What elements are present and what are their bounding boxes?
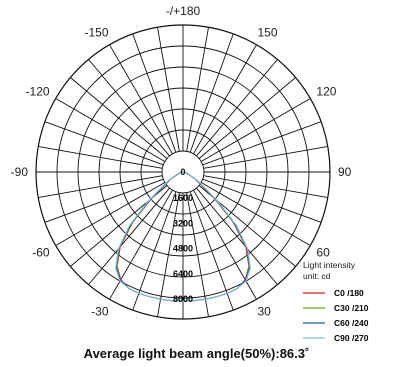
legend-label: C30 /210 — [334, 303, 369, 313]
radial-tick-label: 3200 — [173, 218, 193, 228]
grid-spoke — [202, 178, 322, 223]
angle-label: -/+180 — [166, 4, 201, 18]
grid-spoke — [55, 98, 166, 162]
radial-tick-label: 1600 — [173, 193, 193, 203]
grid-spoke — [189, 33, 234, 153]
grid-spoke — [198, 77, 296, 159]
radial-tick-label: 8000 — [173, 294, 193, 304]
grid-spoke — [132, 191, 177, 311]
grid-spoke — [189, 191, 234, 311]
grid-spoke — [44, 121, 164, 166]
beam-angle-caption: Average light beam angle(50%):86.3˚ — [83, 346, 310, 361]
legend-unit-sub: unit: cd — [303, 271, 331, 281]
grid-spoke — [38, 146, 163, 169]
grid-spoke — [109, 44, 173, 155]
grid-spoke — [196, 187, 278, 285]
grid-spoke — [70, 77, 168, 159]
angle-label: -120 — [26, 85, 50, 99]
angle-label: -150 — [84, 26, 108, 40]
legend-label: C0 /180 — [334, 288, 364, 298]
grid-spoke — [202, 121, 322, 166]
grid-spoke — [157, 27, 180, 152]
radial-tick-label: 0 — [180, 167, 185, 177]
legend-unit-title: Light intensity — [303, 260, 356, 270]
grid-spoke — [88, 187, 170, 285]
series-curve-3 — [115, 171, 251, 302]
grid-spoke — [193, 44, 257, 155]
grid-spoke — [88, 59, 170, 157]
angle-label: 120 — [316, 85, 336, 99]
intensity-curves — [115, 171, 251, 302]
grid-spoke — [132, 33, 177, 153]
grid-spoke — [38, 175, 163, 198]
angle-label: -90 — [11, 165, 29, 179]
grid-spoke — [186, 27, 209, 152]
angle-label: 150 — [258, 26, 278, 40]
angle-label: 30 — [258, 304, 272, 318]
grid-spoke — [200, 182, 311, 246]
legend-label: C60 /240 — [334, 318, 369, 328]
grid-spoke — [203, 175, 328, 198]
grid-spoke — [44, 178, 164, 223]
angle-label: 90 — [338, 165, 352, 179]
grid-spoke — [55, 182, 166, 246]
grid-spoke — [203, 146, 328, 169]
angle-label: 60 — [316, 246, 330, 260]
radial-tick-label: 6400 — [173, 269, 193, 279]
grid-spoke — [196, 59, 278, 157]
angle-label: -30 — [91, 304, 109, 318]
grid-spoke — [186, 192, 209, 317]
radial-tick-label: 4800 — [173, 244, 193, 254]
chart-labels: 0 1600 3200 4800 6400 8000 -/+180 150 120 90 60 30 -… — [11, 4, 352, 318]
grid-spoke — [157, 192, 180, 317]
grid-spoke — [200, 98, 311, 162]
angle-label: -60 — [32, 246, 50, 260]
legend-label: C90 /270 — [334, 333, 369, 343]
polar-grid — [35, 24, 331, 320]
